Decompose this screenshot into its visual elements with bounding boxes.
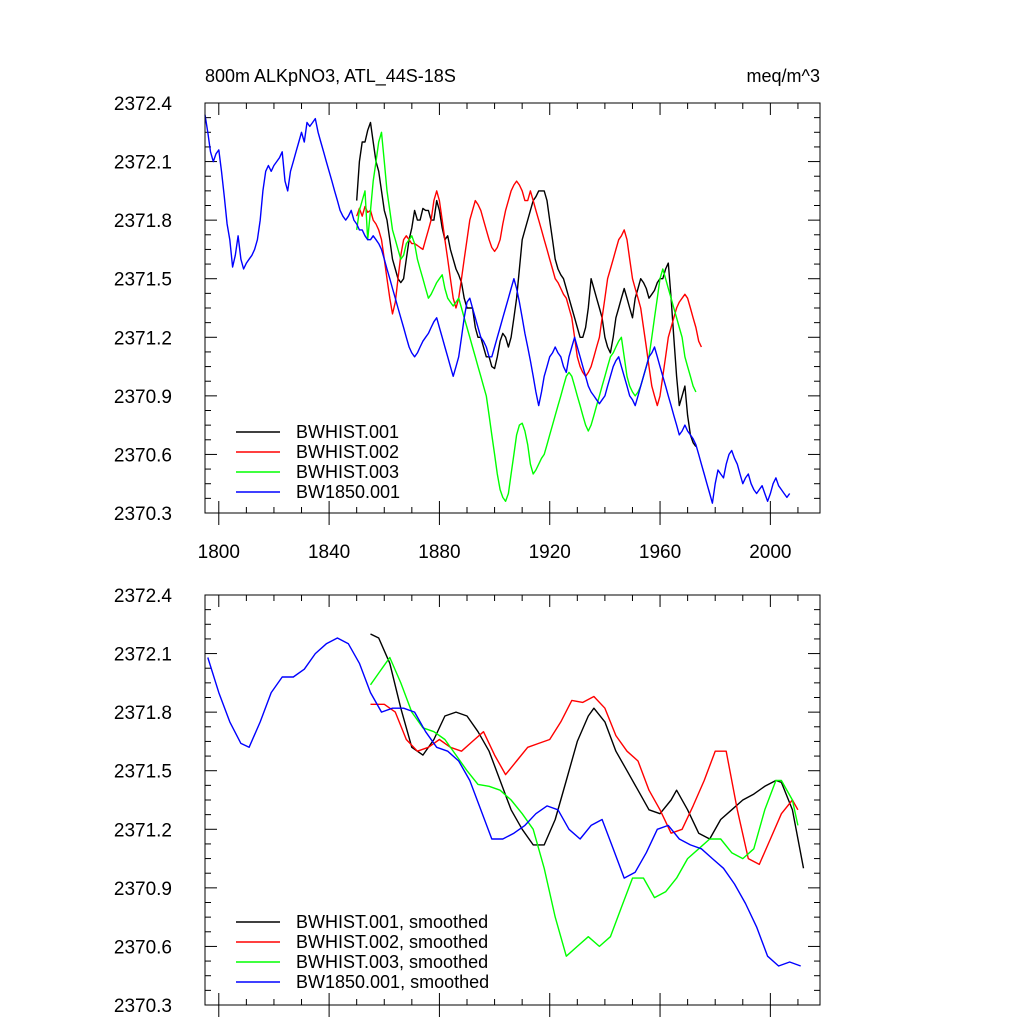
top-y-tick-labels: 2372.4 2372.1 2371.8 2371.5 2371.2 2370.9 2370… bbox=[114, 94, 173, 525]
bottom-series-line-2 bbox=[370, 695, 799, 866]
legend-label: BWHIST.002, smoothed bbox=[296, 932, 488, 952]
y-tick-label: 2370.6 bbox=[114, 937, 172, 958]
y-tick-label: 2371.8 bbox=[114, 211, 172, 232]
bottom-plot-frame bbox=[204, 594, 821, 1006]
chart-units: meq/m^3 bbox=[747, 66, 820, 86]
y-tick-label: 2370.9 bbox=[114, 879, 172, 900]
y-tick-label: 2371.2 bbox=[114, 820, 172, 841]
x-tick-label: 2000 bbox=[749, 542, 791, 563]
y-tick-label: 2371.5 bbox=[114, 270, 172, 291]
legend-label: BWHIST.003 bbox=[296, 462, 399, 482]
bottom-series-lines bbox=[207, 633, 805, 967]
x-tick-label: 1880 bbox=[418, 542, 460, 563]
y-tick-label: 2370.3 bbox=[114, 996, 172, 1017]
y-tick-label: 2370.9 bbox=[114, 387, 172, 408]
bottom-chart: 2372.4 2372.1 2371.8 2371.5 2371.2 2370.9 2370… bbox=[114, 586, 821, 1017]
bottom-y-tick-labels: 2372.4 2372.1 2371.8 2371.5 2371.2 2370.9 2370… bbox=[114, 586, 173, 1017]
y-tick-label: 2372.1 bbox=[114, 645, 172, 666]
top-plot-frame bbox=[204, 102, 821, 514]
legend-label: BWHIST.003, smoothed bbox=[296, 952, 488, 972]
legend-label: BWHIST.001, smoothed bbox=[296, 912, 488, 932]
bottom-ticks bbox=[205, 594, 820, 1017]
y-tick-label: 2372.4 bbox=[114, 586, 173, 607]
top-ticks bbox=[205, 102, 820, 525]
bottom-series-line-4 bbox=[207, 637, 801, 967]
top-series-line-1 bbox=[356, 121, 697, 448]
y-tick-label: 2372.4 bbox=[114, 94, 173, 115]
x-tick-label: 1920 bbox=[529, 542, 571, 563]
legend-label: BWHIST.001 bbox=[296, 422, 399, 442]
y-tick-label: 2372.1 bbox=[114, 153, 172, 174]
legend-label: BWHIST.002 bbox=[296, 442, 399, 462]
legend-label: BW1850.001, smoothed bbox=[296, 972, 489, 992]
x-tick-label: 1800 bbox=[198, 542, 240, 563]
y-tick-label: 2371.2 bbox=[114, 328, 172, 349]
y-tick-label: 2371.5 bbox=[114, 762, 172, 783]
y-tick-label: 2370.6 bbox=[114, 445, 172, 466]
y-tick-label: 2371.8 bbox=[114, 703, 172, 724]
bottom-series-line-3 bbox=[369, 656, 799, 957]
x-tick-label: 1960 bbox=[639, 542, 681, 563]
bottom-series-line-1 bbox=[370, 633, 805, 869]
chart-title: 800m ALKpNO3, ATL_44S-18S bbox=[205, 66, 456, 87]
y-tick-label: 2370.3 bbox=[114, 504, 172, 525]
x-tick-label: 1840 bbox=[308, 542, 350, 563]
top-series-line-3 bbox=[356, 131, 697, 502]
legend-label: BW1850.001 bbox=[296, 482, 400, 502]
top-x-tick-labels: 1800 1840 1880 1920 1960 2000 bbox=[198, 542, 792, 563]
top-chart: 800m ALKpNO3, ATL_44S-18S meq/m^3 2372.4… bbox=[114, 66, 821, 563]
top-series-lines bbox=[204, 114, 791, 504]
top-series-line-4 bbox=[204, 114, 791, 504]
